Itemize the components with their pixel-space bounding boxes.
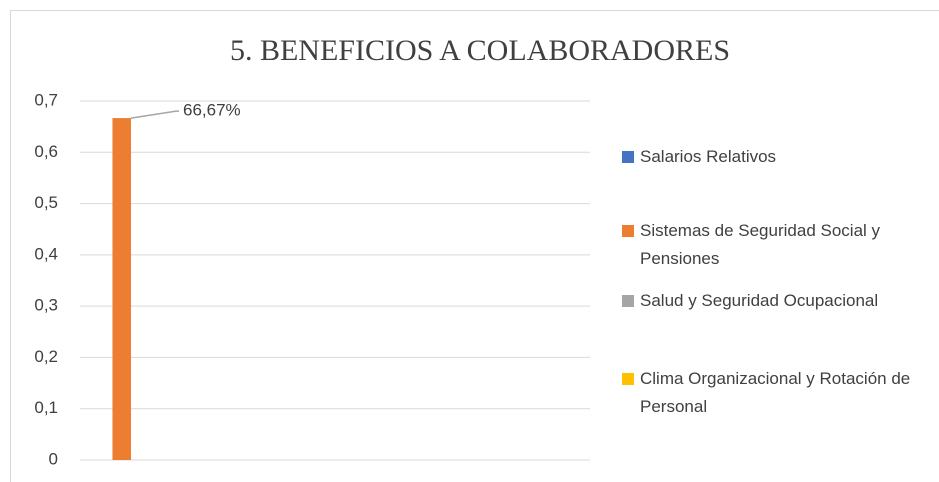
legend-item: Salud y Seguridad Ocupacional: [622, 287, 922, 315]
y-tick-label: 0: [49, 449, 58, 468]
y-tick-label: 0,6: [34, 142, 58, 161]
legend-label: Salarios Relativos: [640, 147, 777, 166]
y-tick-label: 0,4: [34, 244, 58, 263]
legend-label: Salud y Seguridad Ocupacional: [640, 291, 879, 310]
y-tick-label: 0,5: [34, 193, 58, 212]
legend-swatch: [622, 151, 634, 163]
chart-border: [10, 10, 939, 482]
chart-title: 5. BENEFICIOS A COLABORADORES: [230, 34, 730, 67]
y-tick-label: 0,1: [34, 398, 58, 417]
legend-item: Salarios Relativos: [622, 143, 922, 171]
legend-label: Sistemas de Seguridad Social y Pensiones: [640, 221, 881, 268]
bar: [112, 118, 131, 461]
data-label: 66,67%: [183, 101, 241, 120]
legend-swatch: [622, 295, 634, 307]
y-tick-label: 0,3: [34, 296, 58, 315]
legend-item: Sistemas de Seguridad Social y Pensiones: [622, 217, 922, 273]
legend-swatch: [622, 225, 634, 237]
y-tick-label: 0,2: [34, 347, 58, 366]
legend-label: Clima Organizacional y Rotación de Perso…: [640, 369, 911, 416]
legend-item: Clima Organizacional y Rotación de Perso…: [622, 365, 922, 421]
legend-swatch: [622, 373, 634, 385]
y-tick-label: 0,7: [34, 90, 58, 109]
leader-line: [130, 110, 179, 119]
